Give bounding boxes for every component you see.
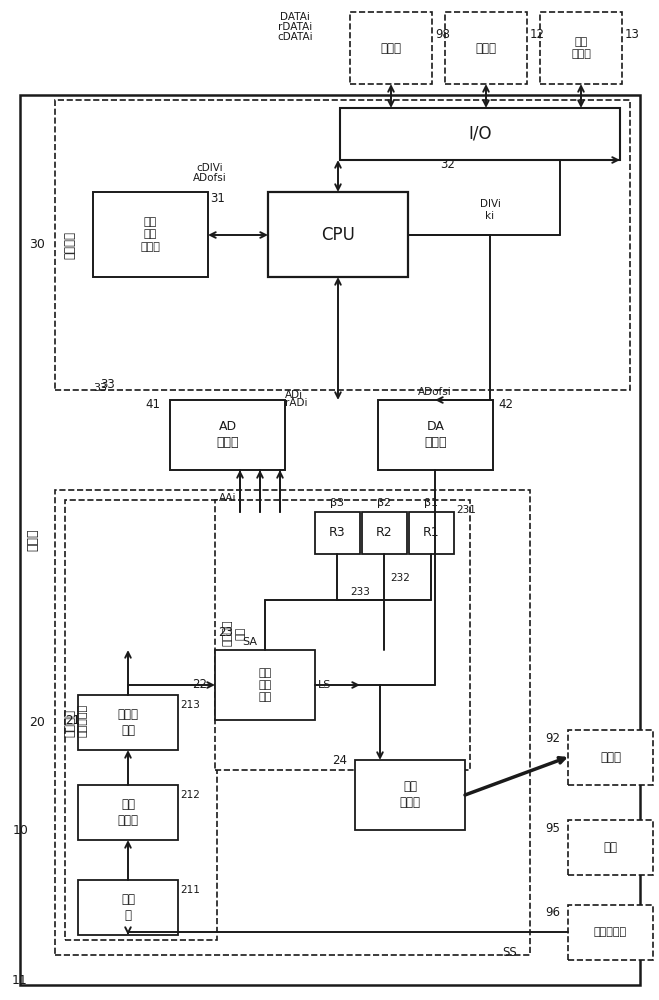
- Text: DATAi: DATAi: [280, 12, 310, 22]
- Bar: [540, 12, 622, 84]
- Text: β1: β1: [424, 498, 438, 508]
- Text: cDATAi: cDATAi: [277, 32, 313, 42]
- Text: β2: β2: [377, 498, 391, 508]
- Text: 42: 42: [498, 398, 513, 412]
- Text: 驱动
控制器: 驱动 控制器: [399, 780, 420, 810]
- Text: 232: 232: [390, 573, 410, 583]
- Bar: [215, 650, 315, 720]
- Text: 95: 95: [545, 822, 560, 834]
- Bar: [65, 500, 217, 940]
- Text: 传感器电路: 传感器电路: [78, 703, 88, 737]
- Bar: [409, 512, 454, 554]
- Text: 31: 31: [210, 192, 225, 205]
- Text: I/O: I/O: [469, 125, 492, 143]
- Text: ADofsi: ADofsi: [418, 387, 452, 397]
- Bar: [78, 695, 178, 750]
- Text: DA
转换器: DA 转换器: [424, 420, 447, 450]
- Text: 电平
移位
电路: 电平 移位 电路: [258, 668, 272, 702]
- Text: 数字电路: 数字电路: [63, 231, 76, 259]
- Text: β3: β3: [330, 498, 344, 508]
- Text: rADi: rADi: [285, 398, 308, 408]
- Text: 显示器: 显示器: [380, 41, 401, 54]
- Text: AD
转换器: AD 转换器: [216, 420, 239, 450]
- Text: LS: LS: [318, 680, 331, 690]
- Text: 98: 98: [435, 28, 450, 41]
- Text: rDATAi: rDATAi: [278, 22, 312, 32]
- Text: CPU: CPU: [321, 226, 355, 243]
- Text: 20: 20: [29, 716, 45, 730]
- Text: 11: 11: [12, 974, 28, 986]
- Bar: [93, 192, 208, 277]
- Text: 24: 24: [332, 754, 347, 766]
- Text: 工件: 工件: [604, 841, 617, 854]
- Text: 驱动器: 驱动器: [600, 751, 621, 764]
- Text: 模拟电路: 模拟电路: [63, 709, 76, 737]
- Text: 同步
整流器: 同步 整流器: [117, 798, 138, 827]
- Bar: [20, 95, 640, 985]
- Text: 30: 30: [29, 238, 45, 251]
- Text: 213: 213: [180, 700, 200, 710]
- Text: 23: 23: [218, 626, 233, 640]
- Text: SA: SA: [243, 637, 258, 647]
- Bar: [340, 108, 620, 160]
- Text: 运算器: 运算器: [476, 41, 496, 54]
- Text: 位移传感器: 位移传感器: [594, 928, 627, 938]
- Bar: [55, 490, 530, 955]
- Text: 非易
失性
存储器: 非易 失性 存储器: [140, 217, 160, 252]
- Text: cDIVi: cDIVi: [196, 163, 223, 173]
- Text: DIVi
ki: DIVi ki: [480, 199, 500, 221]
- Text: 12: 12: [530, 28, 545, 41]
- Text: R2: R2: [376, 526, 393, 540]
- Text: 放大
器: 放大 器: [121, 893, 135, 922]
- Text: 33: 33: [93, 383, 107, 393]
- Text: 33: 33: [100, 378, 115, 391]
- Text: 96: 96: [545, 906, 560, 920]
- Text: 控制器: 控制器: [26, 529, 40, 551]
- Text: 41: 41: [145, 398, 160, 412]
- Text: 22: 22: [192, 678, 207, 692]
- Text: 量程放大
电路: 量程放大 电路: [223, 620, 245, 646]
- Bar: [350, 12, 432, 84]
- Bar: [568, 820, 653, 875]
- Bar: [215, 500, 470, 770]
- Text: SS: SS: [503, 946, 517, 960]
- Text: 233: 233: [350, 587, 370, 597]
- Bar: [268, 192, 408, 277]
- Bar: [568, 730, 653, 785]
- Text: 92: 92: [545, 732, 560, 744]
- Text: 212: 212: [180, 790, 200, 800]
- Text: ADofsi: ADofsi: [193, 173, 227, 183]
- Bar: [378, 400, 493, 470]
- Text: 10: 10: [13, 824, 29, 836]
- Bar: [445, 12, 527, 84]
- Bar: [78, 880, 178, 935]
- Bar: [78, 785, 178, 840]
- Text: 滤波器
电路: 滤波器 电路: [117, 708, 138, 737]
- Text: 211: 211: [180, 885, 200, 895]
- Bar: [315, 512, 360, 554]
- Text: AAi: AAi: [219, 493, 237, 503]
- Bar: [55, 100, 630, 390]
- Text: 231: 231: [456, 505, 476, 515]
- Text: R1: R1: [423, 526, 440, 540]
- Bar: [170, 400, 285, 470]
- Bar: [362, 512, 407, 554]
- Text: R3: R3: [330, 526, 346, 540]
- Text: 外部
存储器: 外部 存储器: [571, 37, 591, 59]
- Bar: [568, 905, 653, 960]
- Text: ADi: ADi: [285, 390, 303, 400]
- Bar: [355, 760, 465, 830]
- Text: 32: 32: [440, 158, 455, 172]
- Text: 13: 13: [625, 28, 640, 41]
- Text: 21: 21: [65, 714, 80, 726]
